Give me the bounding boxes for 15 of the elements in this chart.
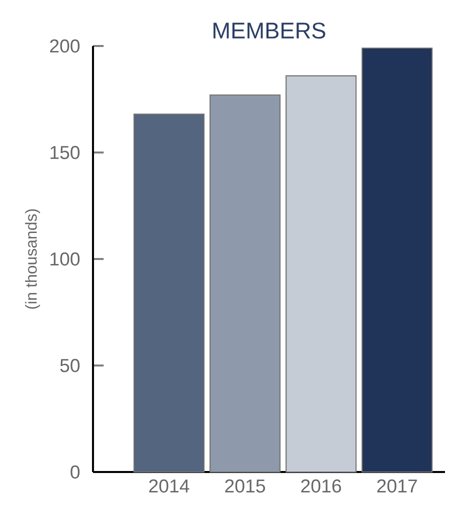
y-tick-label: 100 bbox=[50, 252, 80, 266]
chart-title: MEMBERS bbox=[214, 22, 326, 39]
y-axis-title: (in thousands) bbox=[25, 209, 40, 309]
x-tick-label: 2016 bbox=[301, 479, 341, 493]
bar bbox=[362, 48, 433, 473]
bar bbox=[134, 114, 205, 473]
y-tick-label: 0 bbox=[70, 465, 80, 479]
y-tick-label: 200 bbox=[50, 39, 80, 53]
bar bbox=[286, 75, 357, 473]
x-tick-label: 2015 bbox=[225, 479, 266, 493]
bar bbox=[210, 94, 281, 473]
y-tick-label: 150 bbox=[50, 146, 80, 160]
x-tick-label: 2014 bbox=[149, 479, 190, 493]
y-tick-label: 50 bbox=[60, 358, 80, 372]
x-tick-label: 2017 bbox=[377, 479, 417, 493]
